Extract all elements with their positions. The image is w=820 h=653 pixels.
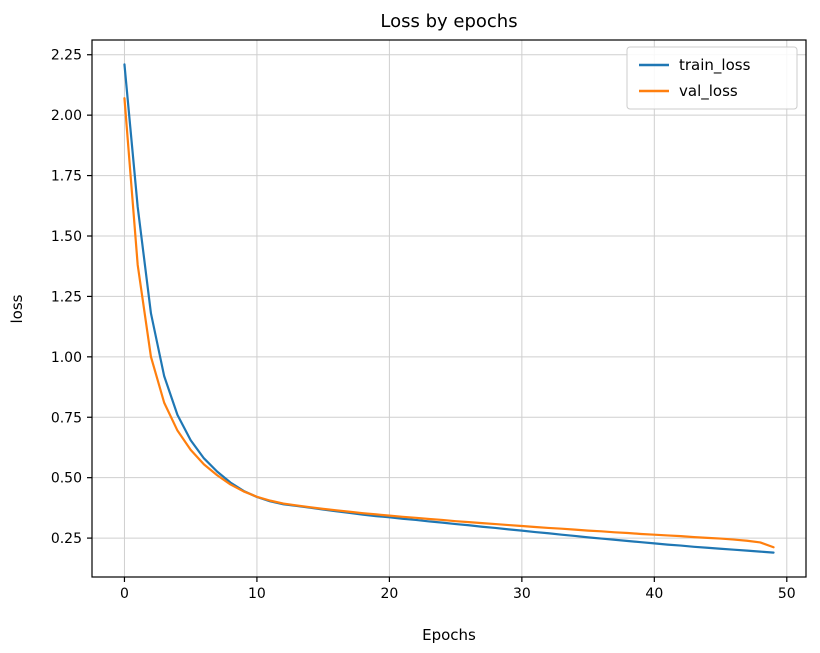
legend-label-train_loss: train_loss xyxy=(679,56,751,75)
legend-box xyxy=(626,46,798,110)
y-tick-label: 1.75 xyxy=(51,169,82,185)
x-tick-label: 0 xyxy=(120,586,129,602)
series-line-val_loss xyxy=(123,97,775,549)
axis-ticks: 0 10 20 30 40 50 0.25 0.50 0.75 1.00 1.25 1.50 1.75 2… xyxy=(51,48,796,602)
y-tick-label: 0.25 xyxy=(51,531,82,547)
x-tick-label: 30 xyxy=(513,586,531,602)
chart-title: Loss by epochs xyxy=(380,11,517,32)
axes-frame xyxy=(91,39,807,578)
x-tick-label: 10 xyxy=(248,586,266,602)
y-tick-label: 1.00 xyxy=(51,350,82,366)
legend: train_loss val_loss xyxy=(626,46,798,110)
x-tick-label: 50 xyxy=(778,586,796,602)
y-tick-label: 2.00 xyxy=(51,108,82,124)
x-tick-label: 40 xyxy=(645,586,663,602)
grid-lines xyxy=(92,40,806,577)
y-tick-label: 0.50 xyxy=(51,471,82,487)
y-tick-label: 1.50 xyxy=(51,229,82,245)
plot-frame xyxy=(91,39,807,578)
y-tick-label: 0.75 xyxy=(51,410,82,426)
legend-label-val_loss: val_loss xyxy=(679,82,738,101)
y-tick-label: 2.25 xyxy=(51,48,82,64)
y-tick-label: 1.25 xyxy=(51,289,82,305)
series-line-train_loss xyxy=(123,63,775,554)
series-lines xyxy=(123,63,775,554)
x-tick-label: 20 xyxy=(380,586,398,602)
y-axis-label: loss xyxy=(8,294,26,323)
x-axis-label: Epochs xyxy=(422,626,476,644)
